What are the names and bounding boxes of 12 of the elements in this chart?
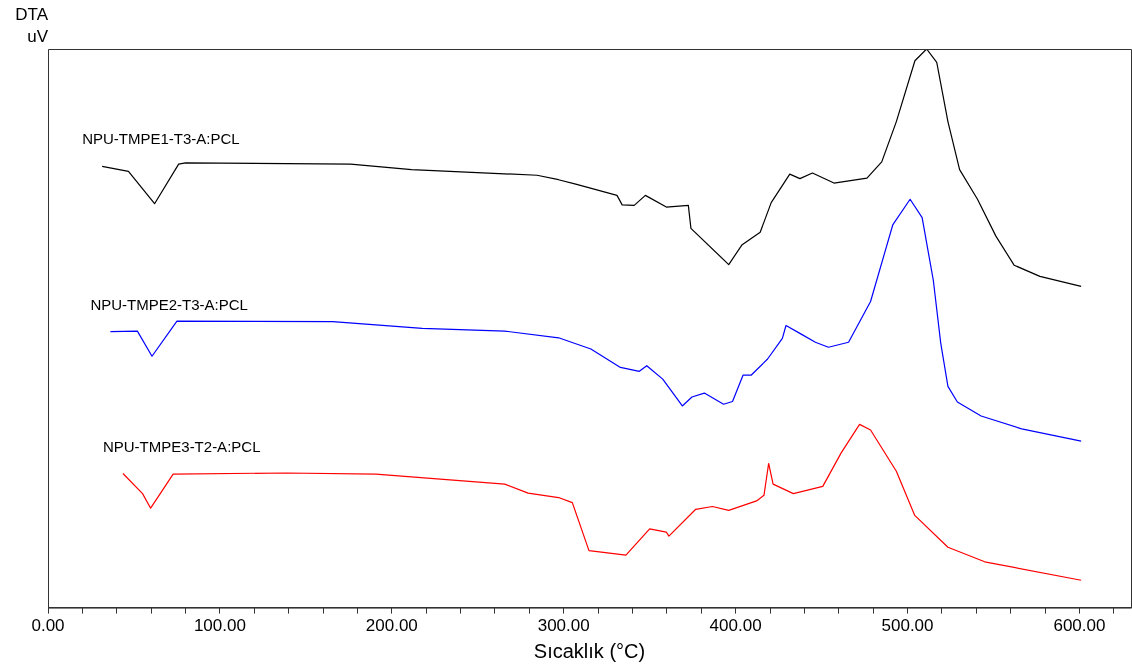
x-tick-label: 500.00 [881,616,934,636]
x-tick-label: 200.00 [365,616,418,636]
x-tick-label: 300.00 [537,616,590,636]
y-axis-title: DTA uV [14,4,48,48]
x-tick-label: 0.00 [31,616,65,636]
x-axis-title: Sıcaklık (°C) [533,639,646,662]
series-label: NPU-TMPE3-T2-A:PCL [102,437,261,455]
series-label: NPU-TMPE2-T3-A:PCL [90,295,248,313]
x-tick-label: 100.00 [193,616,246,636]
x-tick-label: 400.00 [709,616,762,636]
series-label: NPU-TMPE1-T3-A:PCL [82,130,240,148]
x-tick-label: 600.00 [1053,616,1106,636]
